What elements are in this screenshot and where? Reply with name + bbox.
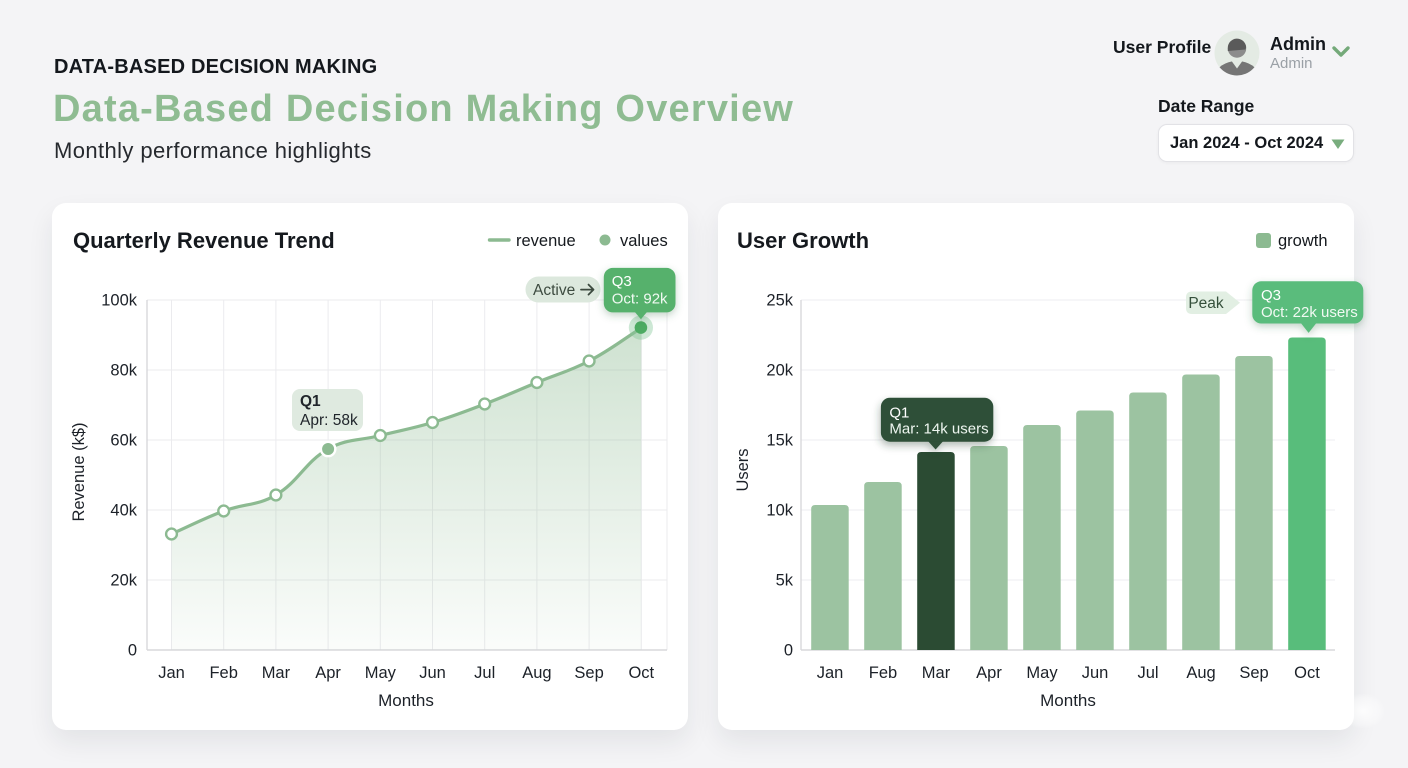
svg-text:Q1: Q1 (300, 393, 321, 410)
svg-text:Jan: Jan (158, 664, 185, 682)
svg-text:20k: 20k (766, 362, 793, 380)
svg-text:15k: 15k (766, 432, 793, 450)
svg-text:Aug: Aug (1186, 664, 1215, 682)
svg-text:Jun: Jun (1082, 664, 1109, 682)
svg-text:Users: Users (734, 448, 752, 491)
svg-text:May: May (365, 664, 397, 682)
svg-text:Apr: 58k: Apr: 58k (300, 412, 358, 429)
svg-text:Feb: Feb (209, 664, 237, 682)
svg-text:Jun: Jun (419, 664, 446, 682)
svg-text:Oct: Oct (1294, 664, 1320, 682)
svg-text:Months: Months (1040, 691, 1096, 710)
svg-text:Revenue (k$): Revenue (k$) (70, 422, 88, 521)
svg-text:growth: growth (1278, 232, 1328, 250)
svg-text:Jul: Jul (1137, 664, 1158, 682)
svg-text:Sep: Sep (1239, 664, 1268, 682)
svg-text:10k: 10k (766, 502, 793, 520)
svg-text:Jul: Jul (474, 664, 495, 682)
svg-text:Oct: Oct (628, 664, 654, 682)
svg-text:May: May (1026, 664, 1058, 682)
svg-text:Feb: Feb (869, 664, 897, 682)
svg-text:Mar: Mar (922, 664, 951, 682)
svg-text:100k: 100k (101, 292, 138, 310)
svg-text:Mar: 14k users: Mar: 14k users (889, 421, 988, 438)
svg-text:User Growth: User Growth (737, 228, 869, 253)
svg-text:Months: Months (378, 691, 434, 710)
svg-text:20k: 20k (110, 572, 137, 590)
svg-text:Apr: Apr (315, 664, 341, 682)
svg-text:Jan: Jan (817, 664, 844, 682)
svg-text:revenue: revenue (516, 232, 576, 250)
svg-text:Q1: Q1 (889, 404, 909, 421)
svg-text:5k: 5k (776, 572, 794, 590)
svg-text:Oct: 22k users: Oct: 22k users (1261, 304, 1358, 321)
svg-text:Apr: Apr (976, 664, 1002, 682)
svg-text:Peak: Peak (1188, 295, 1224, 312)
svg-text:Oct: 92k: Oct: 92k (612, 291, 668, 308)
svg-text:Active: Active (533, 282, 575, 299)
svg-text:0: 0 (128, 642, 137, 660)
svg-text:Q3: Q3 (1261, 287, 1281, 304)
svg-text:60k: 60k (110, 432, 137, 450)
svg-text:Sep: Sep (574, 664, 603, 682)
svg-text:Mar: Mar (262, 664, 291, 682)
svg-text:Quarterly Revenue Trend: Quarterly Revenue Trend (73, 228, 335, 253)
svg-text:values: values (620, 232, 668, 250)
svg-text:0: 0 (784, 642, 793, 660)
svg-text:80k: 80k (110, 362, 137, 380)
svg-text:40k: 40k (110, 502, 137, 520)
svg-text:Aug: Aug (522, 664, 551, 682)
svg-text:25k: 25k (766, 292, 793, 310)
svg-text:Q3: Q3 (612, 273, 632, 290)
